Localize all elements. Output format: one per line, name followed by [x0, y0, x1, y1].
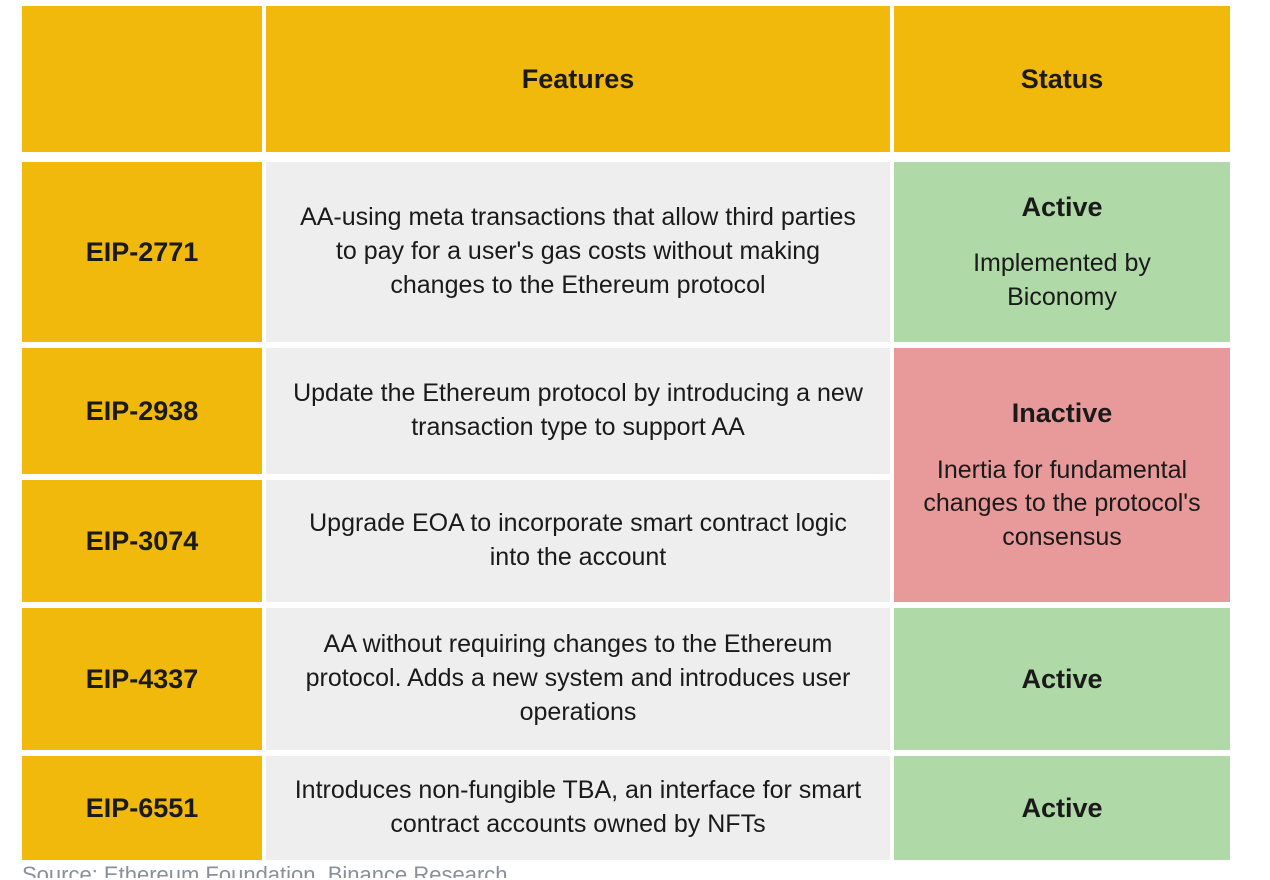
status-title: Active [1021, 790, 1102, 826]
source-attribution: Source: Ethereum Foundation, Binance Res… [22, 862, 508, 878]
status-subtext: Implemented by Biconomy [916, 247, 1208, 315]
feature-text: Introduces non-fungible TBA, an interfac… [266, 756, 890, 860]
eip-label: EIP-2938 [22, 348, 262, 474]
col-header-status: Status [894, 6, 1230, 152]
col-header-eip [22, 6, 262, 152]
eip-label: EIP-4337 [22, 608, 262, 750]
col-header-features: Features [266, 6, 890, 152]
status-title: Inactive [1012, 395, 1113, 431]
eip-table: Features Status EIP-2771 AA-using meta t… [22, 6, 1226, 860]
feature-text: AA-using meta transactions that allow th… [266, 162, 890, 342]
status-title: Active [1021, 189, 1102, 225]
status-subtext: Inertia for fundamental changes to the p… [916, 454, 1208, 555]
feature-text: Update the Ethereum protocol by introduc… [266, 348, 890, 474]
feature-text: Upgrade EOA to incorporate smart contrac… [266, 480, 890, 602]
status-cell-inactive: Inactive Inertia for fundamental changes… [894, 348, 1230, 602]
eip-label: EIP-3074 [22, 480, 262, 602]
status-cell-active: Active [894, 608, 1230, 750]
eip-label: EIP-6551 [22, 756, 262, 860]
feature-text: AA without requiring changes to the Ethe… [266, 608, 890, 750]
status-cell-active: Active Implemented by Biconomy [894, 162, 1230, 342]
eip-label: EIP-2771 [22, 162, 262, 342]
status-cell-active: Active [894, 756, 1230, 860]
status-title: Active [1021, 661, 1102, 697]
